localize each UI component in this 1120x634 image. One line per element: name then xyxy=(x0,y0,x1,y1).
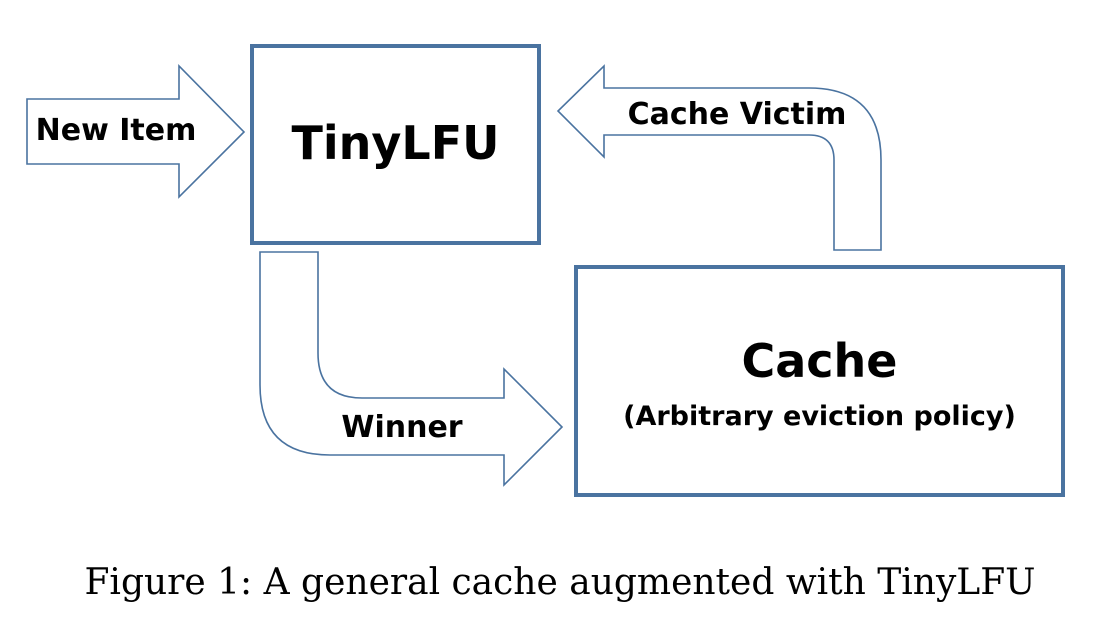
cache-title: Cache xyxy=(741,334,898,388)
tinylfu-title: TinyLFU xyxy=(291,116,500,170)
cache-victim-label: Cache Victim xyxy=(627,97,847,132)
cache-victim-arrow xyxy=(556,64,882,251)
figure-caption: Figure 1: A general cache augmented with… xyxy=(84,562,1036,603)
winner-arrow xyxy=(259,251,564,487)
tinylfu-node xyxy=(250,44,541,245)
cache-node xyxy=(574,265,1065,497)
winner-label: Winner xyxy=(341,410,463,445)
cache-subtitle: (Arbitrary eviction policy) xyxy=(623,401,1016,432)
new-item-arrow xyxy=(26,64,246,199)
new-item-label: New Item xyxy=(35,113,197,148)
